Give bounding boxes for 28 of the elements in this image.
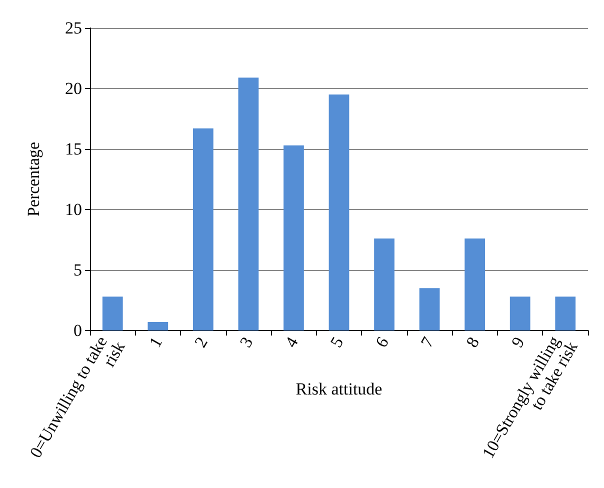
y-axis-title: Percentage (24, 142, 43, 217)
y-tick-label: 15 (65, 140, 82, 158)
x-axis-title: Risk attitude (296, 380, 382, 398)
x-tick-label: 4 (281, 333, 302, 351)
y-tick-label: 25 (65, 18, 82, 38)
bar (464, 238, 486, 330)
bar (510, 296, 530, 330)
bar (192, 128, 214, 330)
bar (374, 238, 394, 330)
x-tick-label: 9 (508, 334, 528, 351)
bar (284, 145, 304, 330)
y-tick-label: 10 (65, 200, 82, 219)
x-tick-label: 7 (417, 334, 438, 351)
bar (328, 94, 350, 330)
bar (148, 322, 168, 330)
bar (419, 288, 440, 330)
x-tick-label: 2 (190, 334, 212, 351)
x-tick-label: 3 (236, 334, 257, 351)
bar (238, 78, 259, 330)
y-tick-label: 5 (74, 260, 82, 280)
x-tick-label: 5 (326, 334, 348, 351)
x-tick-label: 1 (145, 334, 166, 351)
y-tick-label: 0 (74, 321, 82, 340)
bar (102, 296, 123, 330)
y-tick-label: 20 (65, 79, 82, 98)
x-tick-label: 8 (462, 334, 484, 351)
bar (555, 296, 576, 330)
x-tick-label: 6 (372, 334, 392, 351)
